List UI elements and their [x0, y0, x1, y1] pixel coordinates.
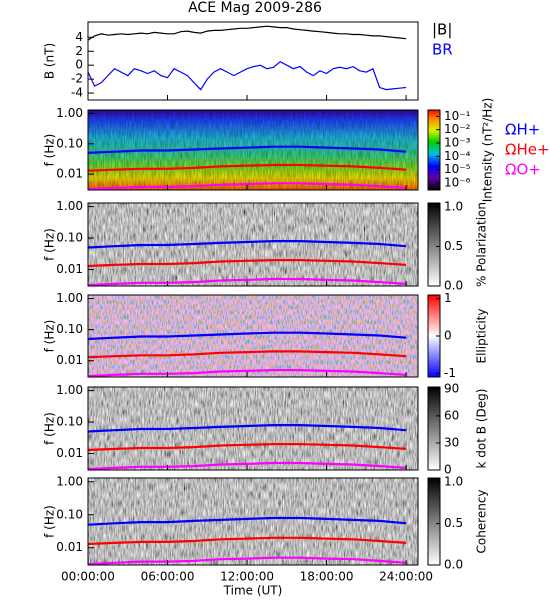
legend-entry: |B| — [432, 21, 452, 39]
y-axis-label: f (Hz) — [43, 320, 57, 353]
y-axis-label: B (nT) — [43, 43, 57, 79]
colorbar-tick-label: 10⁻² — [444, 122, 471, 136]
y-tick-label: 0.01 — [56, 353, 83, 367]
data-line — [87, 536, 407, 546]
y-tick-label: 1.00 — [56, 106, 83, 120]
colorbar-tick-label: 0 — [444, 329, 452, 343]
x-tick-label: 18:00:00 — [300, 570, 354, 584]
y-tick-label: 0.10 — [56, 322, 83, 336]
x-tick-label: 12:00:00 — [220, 570, 274, 584]
data-line — [87, 163, 407, 172]
plot-frame — [87, 294, 419, 378]
data-line — [87, 60, 407, 91]
legend-entry: ΩO+ — [505, 161, 541, 179]
y-axis-label: f (Hz) — [43, 505, 57, 538]
colorbar — [427, 109, 441, 191]
colorbar-tick-label: 10⁻³ — [444, 136, 471, 150]
data-line — [87, 25, 407, 41]
y-tick-label: -2 — [71, 72, 83, 86]
x-tick-label: 06:00:00 — [141, 570, 195, 584]
data-line — [87, 259, 407, 268]
data-line — [87, 145, 407, 154]
y-tick-label: 0.01 — [56, 540, 83, 554]
colorbar-label: k dot B (Deg) — [475, 389, 489, 469]
colorbar-tick-label: 0.0 — [444, 279, 463, 293]
x-tick-label: 24:00:00 — [379, 570, 433, 584]
y-tick-label: 1.00 — [56, 199, 83, 213]
legend-entry: ΩHe+ — [505, 141, 550, 159]
y-tick-label: 0.01 — [56, 262, 83, 276]
y-tick-label: 0 — [75, 58, 83, 72]
y-tick-label: 0.01 — [56, 167, 83, 181]
colorbar-tick-label: 90 — [444, 381, 459, 395]
colorbar-tick-label: 0.5 — [444, 239, 463, 253]
colorbar-tick-label: 0.5 — [444, 516, 463, 530]
colorbar — [427, 477, 441, 566]
plot-frame — [87, 202, 419, 287]
colorbar-tick-label: 1 — [444, 291, 452, 305]
y-tick-label: 0.10 — [56, 507, 83, 521]
colorbar-tick-label: 10⁻⁴ — [444, 149, 471, 163]
chart-title: ACE Mag 2009-286 — [188, 0, 322, 16]
y-tick-label: 1.00 — [56, 383, 83, 397]
x-axis-label: Time (UT) — [223, 584, 283, 598]
data-line — [87, 350, 407, 359]
colorbar-tick-label: 10⁻¹ — [444, 109, 471, 123]
data-line — [87, 240, 407, 249]
colorbar-tick-label: -1 — [444, 366, 456, 380]
colorbar-label: % Polarization — [475, 202, 489, 287]
y-tick-label: 0.10 — [56, 415, 83, 429]
colorbar-tick-label: 0 — [444, 463, 452, 477]
colorbar — [427, 202, 441, 287]
data-line — [87, 443, 407, 452]
data-line — [87, 516, 407, 526]
y-axis-label: f (Hz) — [43, 412, 57, 445]
y-tick-label: -4 — [71, 86, 83, 100]
colorbar-label: Intensity (nT²/Hz) — [481, 98, 495, 203]
data-line — [87, 182, 407, 191]
data-line — [87, 369, 407, 378]
legend-entry: BR — [432, 41, 453, 59]
x-tick-label: 00:00:00 — [61, 570, 115, 584]
colorbar-tick-label: 1.0 — [444, 199, 463, 213]
plot-frame — [87, 477, 419, 566]
colorbar-tick-label: 60 — [444, 408, 459, 422]
colorbar-tick-label: 1.0 — [444, 475, 463, 489]
data-line — [87, 556, 407, 566]
y-axis-label: f (Hz) — [43, 134, 57, 167]
data-line — [87, 277, 407, 287]
y-tick-label: 0.10 — [56, 136, 83, 150]
y-tick-label: 0.01 — [56, 446, 83, 460]
plot-frame — [87, 109, 419, 191]
y-tick-label: 2 — [75, 44, 83, 58]
data-line — [87, 424, 407, 433]
colorbar-tick-label: 0.0 — [444, 558, 463, 572]
colorbar-tick-label: 10⁻⁶ — [444, 176, 471, 190]
plot-frame — [87, 386, 419, 471]
y-tick-label: 1.00 — [56, 291, 83, 305]
y-tick-label: 1.00 — [56, 474, 83, 488]
y-axis-label: f (Hz) — [43, 228, 57, 261]
y-tick-label: 0.10 — [56, 231, 83, 245]
colorbar — [427, 386, 441, 471]
colorbar-tick-label: 10⁻⁵ — [444, 162, 471, 176]
colorbar-label: Ellipticity — [475, 309, 489, 364]
colorbar-label: Coherency — [475, 489, 489, 553]
colorbar-tick-label: 30 — [444, 435, 459, 449]
y-tick-label: 4 — [75, 30, 83, 44]
data-line — [87, 331, 407, 341]
plot-frame — [87, 21, 419, 101]
data-line — [87, 461, 407, 471]
legend-entry: ΩH+ — [505, 121, 540, 139]
